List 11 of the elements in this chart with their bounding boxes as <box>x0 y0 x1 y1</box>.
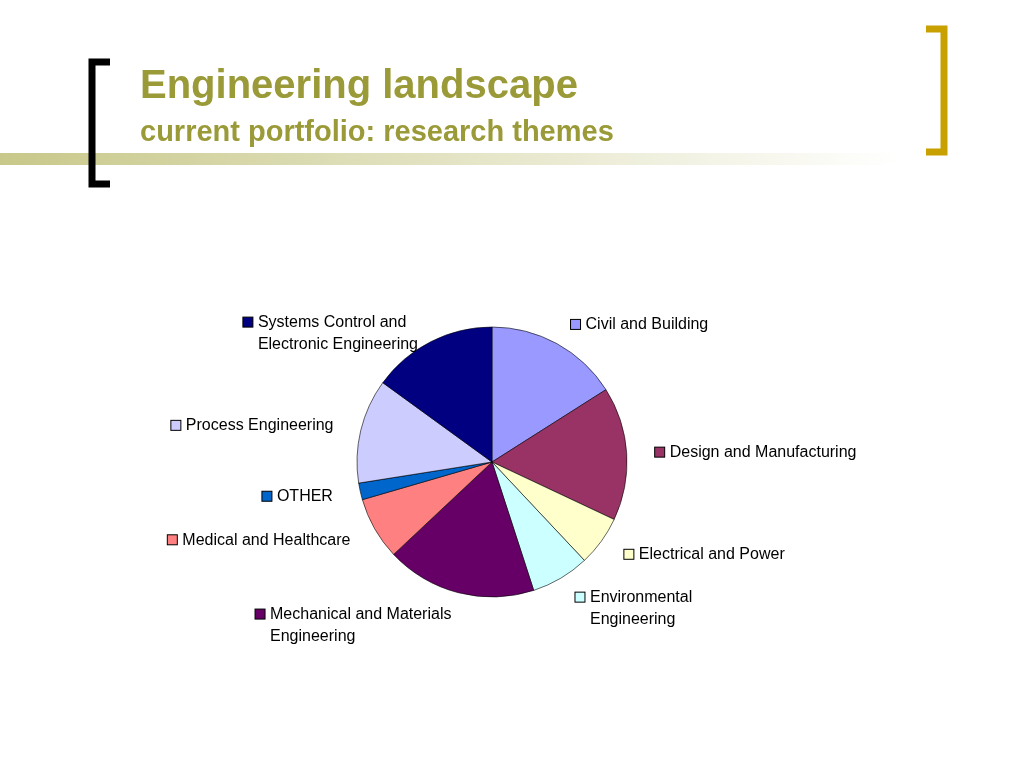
legend-label: Mechanical and Materials Engineering <box>270 605 452 645</box>
legend-label: Process Engineering <box>185 416 334 434</box>
legend-label: Electrical and Power <box>638 545 786 563</box>
chart-subtitle: current portfolio: research themes <box>140 115 614 147</box>
legend-label: OTHER <box>276 487 333 505</box>
legend-label: Medical and Healthcare <box>182 530 351 548</box>
legend-label: Systems Control and Electronic Engineering <box>257 313 418 353</box>
legend-label: Design and Manufacturing <box>669 443 857 461</box>
legend-label: Civil and Building <box>585 315 709 333</box>
legend-label: Environmental Engineering <box>589 588 693 628</box>
chart-title: Engineering landscape <box>140 62 578 106</box>
